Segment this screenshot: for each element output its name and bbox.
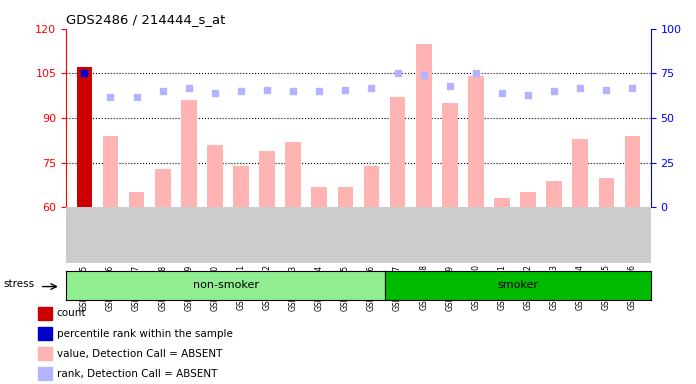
Bar <box>259 151 275 207</box>
Bar <box>38 327 52 340</box>
Bar <box>155 169 171 207</box>
Text: count: count <box>57 308 86 318</box>
Bar <box>546 180 562 207</box>
Bar <box>338 187 353 207</box>
Bar <box>494 199 509 207</box>
Bar <box>363 166 379 207</box>
Bar <box>77 68 92 207</box>
Bar <box>38 367 52 381</box>
Bar <box>129 192 145 207</box>
Text: value, Detection Call = ABSENT: value, Detection Call = ABSENT <box>57 349 222 359</box>
Text: percentile rank within the sample: percentile rank within the sample <box>57 329 232 339</box>
Bar <box>38 307 52 320</box>
Bar <box>311 187 327 207</box>
Bar <box>625 136 640 207</box>
Bar <box>599 177 615 207</box>
Bar <box>416 44 432 207</box>
Text: rank, Detection Call = ABSENT: rank, Detection Call = ABSENT <box>57 369 217 379</box>
Bar <box>103 136 118 207</box>
Bar <box>468 76 484 207</box>
Text: smoker: smoker <box>498 280 539 290</box>
Bar <box>285 142 301 207</box>
Text: non-smoker: non-smoker <box>193 280 259 290</box>
Text: stress: stress <box>3 279 34 289</box>
Bar <box>390 97 405 207</box>
Bar <box>181 100 197 207</box>
Bar <box>520 192 536 207</box>
Bar <box>207 145 223 207</box>
Bar <box>572 139 588 207</box>
Bar <box>233 166 249 207</box>
Text: GDS2486 / 214444_s_at: GDS2486 / 214444_s_at <box>66 13 226 26</box>
Bar <box>442 103 457 207</box>
Bar <box>38 347 52 360</box>
